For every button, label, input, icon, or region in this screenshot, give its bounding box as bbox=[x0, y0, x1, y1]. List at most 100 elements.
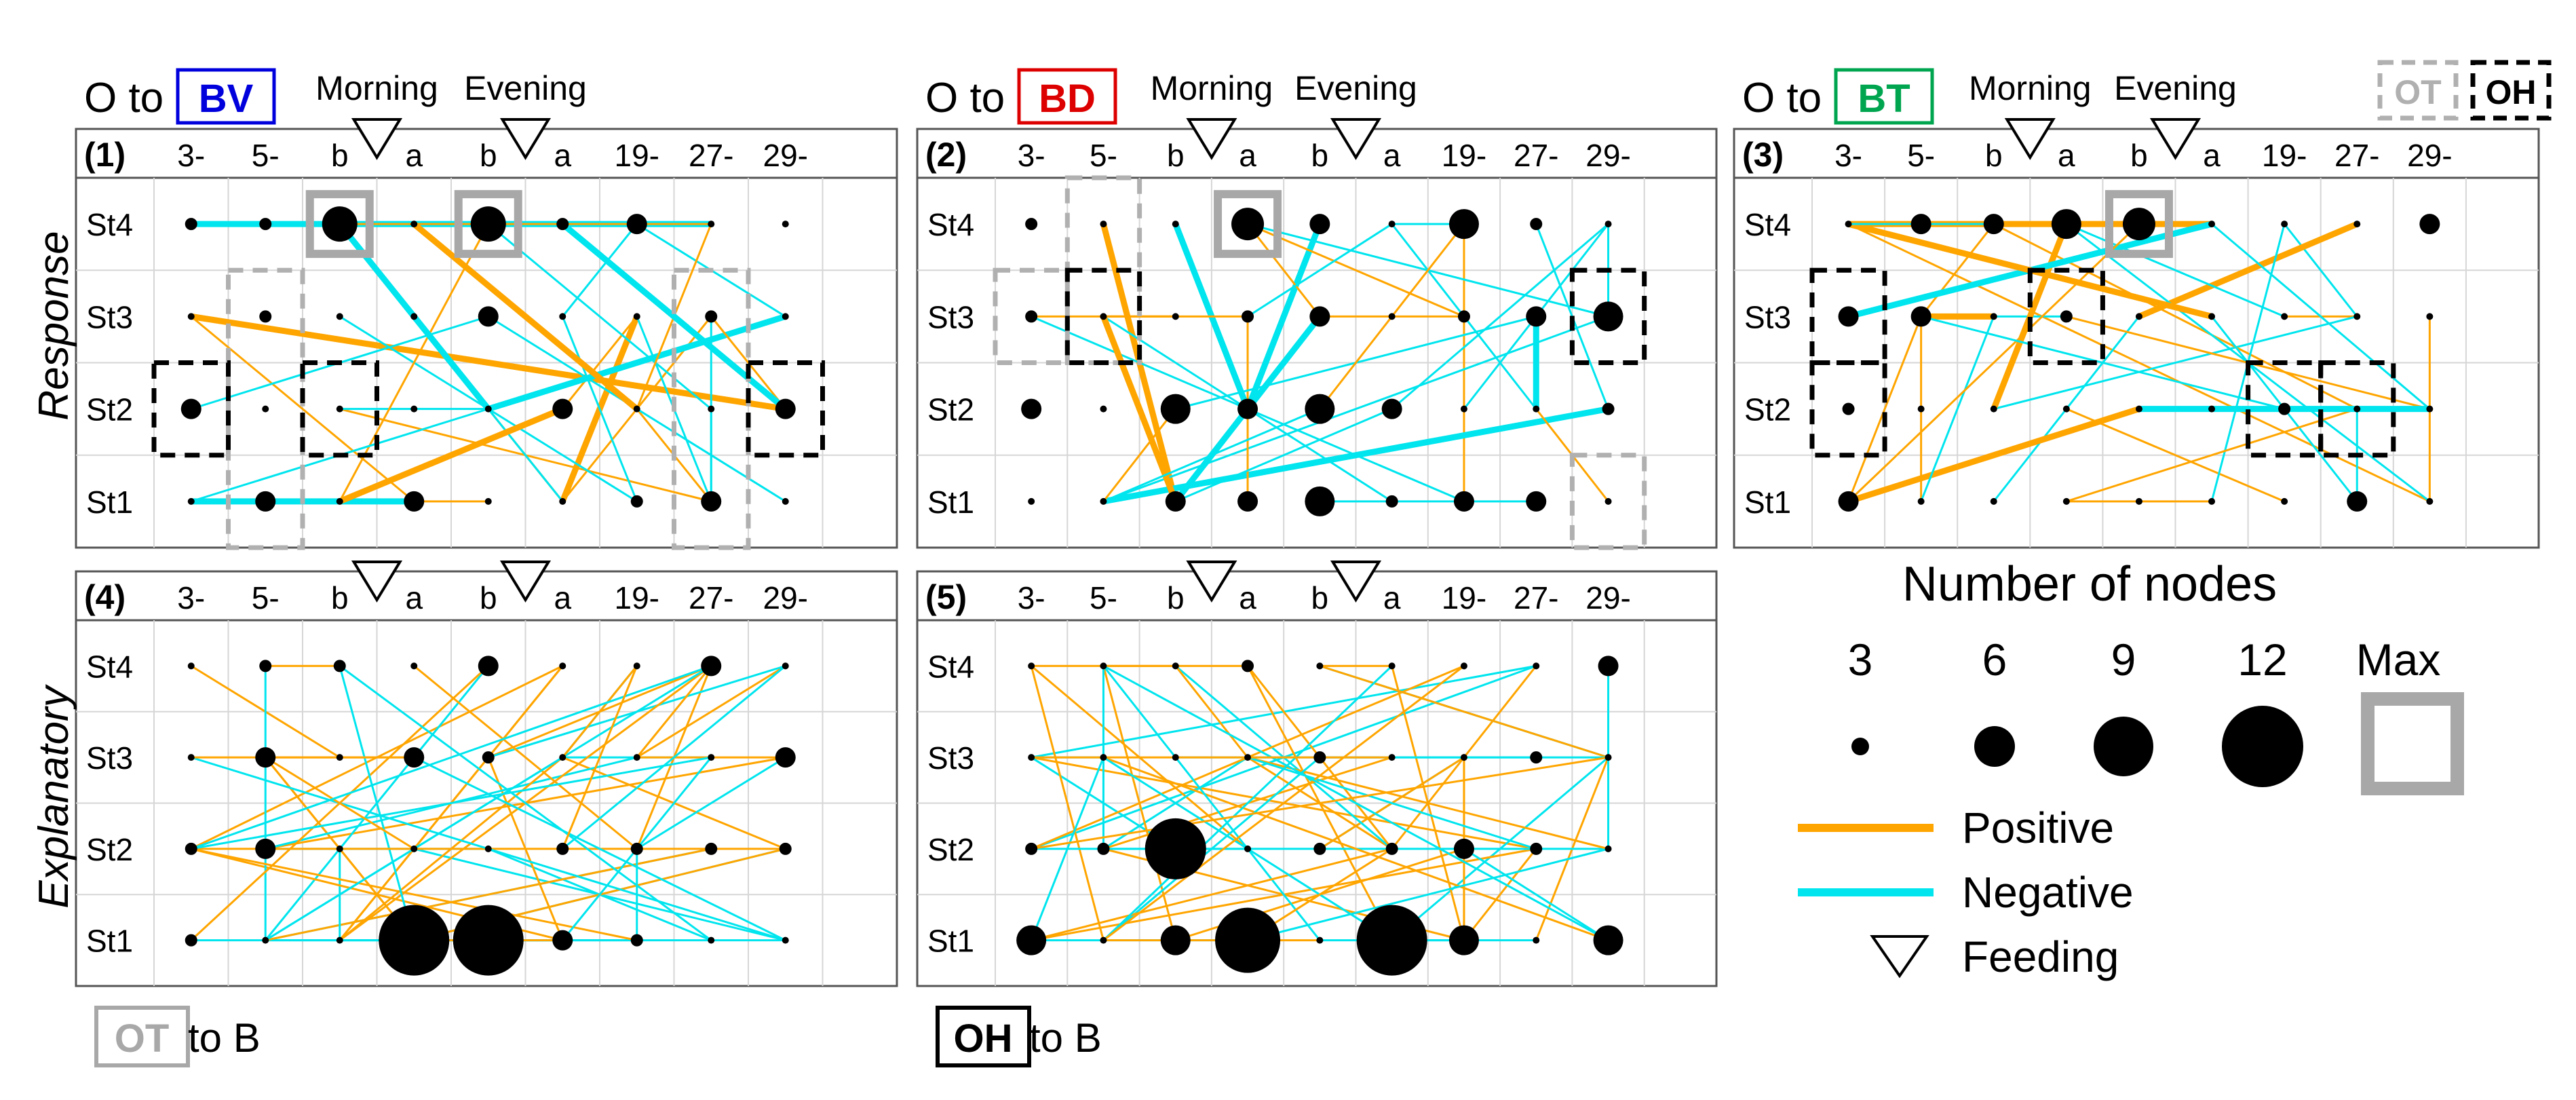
network-node bbox=[336, 497, 343, 505]
network-node bbox=[1356, 905, 1427, 976]
dashed-highlight-box bbox=[2318, 360, 2396, 458]
positive-edge bbox=[1030, 756, 1610, 850]
network-node bbox=[2208, 497, 2216, 505]
network-node bbox=[1990, 313, 1997, 320]
network-node bbox=[2281, 221, 2288, 228]
feeding-triangle bbox=[2004, 118, 2056, 160]
network-node bbox=[410, 221, 418, 228]
network-node bbox=[633, 662, 640, 670]
network-node bbox=[1244, 754, 1252, 761]
column-label: b bbox=[480, 138, 497, 173]
network-node bbox=[1316, 662, 1324, 670]
row-label: St3 bbox=[86, 740, 133, 776]
network-node bbox=[1313, 842, 1326, 855]
network-node bbox=[484, 845, 492, 852]
legend-node-12 bbox=[2222, 706, 2303, 787]
network-node bbox=[1453, 838, 1474, 859]
positive-edge bbox=[188, 313, 789, 413]
network-node bbox=[1244, 845, 1252, 852]
column-label: a bbox=[554, 138, 571, 173]
network-node bbox=[556, 842, 569, 855]
max-highlight-box bbox=[454, 190, 522, 259]
column-label: 29- bbox=[1585, 138, 1630, 173]
network-node bbox=[630, 934, 643, 947]
network-node bbox=[1385, 495, 1398, 508]
network-node bbox=[1100, 936, 1107, 944]
negative-edge bbox=[561, 315, 638, 503]
row-label: St4 bbox=[86, 649, 133, 684]
panel-title-target: BT bbox=[1858, 77, 1910, 121]
dashed-highlight-box bbox=[226, 267, 305, 550]
network-node bbox=[559, 313, 566, 320]
negative-edge bbox=[412, 756, 787, 942]
positive-edge bbox=[2065, 408, 2286, 503]
network-node bbox=[410, 313, 418, 320]
network-node bbox=[336, 754, 343, 761]
column-label: 3- bbox=[1018, 580, 1045, 615]
legend-feeding-triangle bbox=[1870, 935, 1929, 979]
network-node bbox=[410, 405, 418, 413]
network-node bbox=[1165, 491, 1186, 512]
network-node bbox=[1025, 310, 1038, 323]
network-node bbox=[1021, 398, 1042, 419]
column-label: 3- bbox=[177, 138, 205, 173]
network-node bbox=[2281, 497, 2288, 505]
network-node bbox=[559, 754, 566, 761]
network-node bbox=[1100, 497, 1107, 505]
row-label: St3 bbox=[927, 299, 974, 335]
network-node bbox=[1604, 845, 1612, 852]
column-label: 29- bbox=[763, 138, 808, 173]
panel-title-prefix: O to bbox=[84, 75, 164, 121]
column-label: 5- bbox=[1090, 138, 1117, 173]
row-label: St2 bbox=[86, 392, 133, 428]
row-label: St4 bbox=[927, 207, 974, 242]
network-node bbox=[1215, 907, 1281, 973]
panel-title-target: BV bbox=[199, 77, 254, 121]
legend-node-9 bbox=[2094, 717, 2153, 776]
network-node bbox=[1448, 209, 1479, 240]
negative-edge bbox=[1174, 408, 1393, 503]
positive-edge bbox=[1463, 664, 1537, 759]
network-node bbox=[559, 662, 566, 670]
feeding-label-evening: Evening bbox=[2114, 69, 2237, 107]
network-node bbox=[2426, 497, 2434, 505]
panel-1: (1) 3- 5- b a b a 19- 27- 29- St4 St3 St2 St1 bbox=[75, 118, 898, 550]
network-node bbox=[1460, 662, 1467, 670]
network-node bbox=[708, 405, 715, 413]
network-node bbox=[1381, 398, 1402, 419]
negative-edge bbox=[1102, 664, 1321, 942]
network-node bbox=[2278, 402, 2291, 415]
network-node bbox=[633, 754, 640, 761]
column-label: 27- bbox=[2334, 138, 2379, 173]
network-node bbox=[2419, 214, 2440, 235]
network-node bbox=[1388, 221, 1396, 228]
column-label: b bbox=[331, 580, 349, 615]
network-node bbox=[1237, 491, 1258, 512]
column-label: 3- bbox=[1834, 138, 1862, 173]
positive-edge bbox=[1030, 664, 1104, 942]
network-node bbox=[185, 934, 197, 947]
column-label: a bbox=[1383, 138, 1401, 173]
legend-positive-label: Positive bbox=[1962, 803, 2114, 852]
dashed-highlight-box bbox=[1064, 267, 1142, 365]
column-label: 3- bbox=[177, 580, 205, 615]
network-node bbox=[2135, 405, 2142, 413]
network-node bbox=[1910, 306, 1931, 327]
network-node bbox=[333, 660, 346, 672]
network-node bbox=[1593, 301, 1623, 332]
network-node bbox=[187, 754, 195, 761]
network-node bbox=[552, 398, 573, 419]
row-label: St2 bbox=[927, 392, 974, 428]
row-label: St4 bbox=[1744, 207, 1791, 242]
column-label: 19- bbox=[615, 138, 659, 173]
panel-number: (5) bbox=[925, 578, 967, 616]
network-node bbox=[1526, 491, 1547, 512]
feeding-triangle bbox=[1186, 118, 1237, 160]
network-node bbox=[701, 656, 722, 677]
positive-edge bbox=[636, 664, 787, 759]
network-node bbox=[782, 497, 789, 505]
network-node bbox=[336, 936, 343, 944]
panel-number: (1) bbox=[84, 136, 126, 174]
network-node bbox=[2208, 313, 2216, 320]
network-node bbox=[1460, 405, 1467, 413]
